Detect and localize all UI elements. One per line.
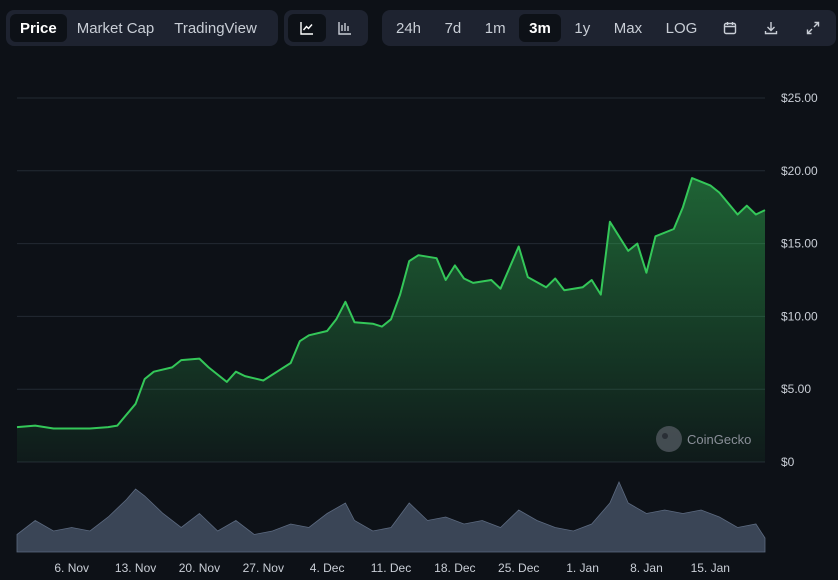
x-tick-label: 13. Nov [115,561,156,575]
fullscreen-button[interactable] [794,14,832,42]
y-tick-label: $25.00 [781,91,818,105]
y-tick-label: $20.00 [781,164,818,178]
y-tick-label: $15.00 [781,237,818,251]
tab-tradingview[interactable]: TradingView [174,19,257,37]
line-chart-icon [300,22,313,35]
fullscreen-icon [806,21,820,35]
chart-toolbar: Price Market Cap TradingView 24h 7d 1m 3… [6,10,836,46]
download-button[interactable] [752,14,790,42]
x-tick-label: 8. Jan [630,561,663,575]
x-tick-label: 4. Dec [310,561,345,575]
range-7d[interactable]: 7d [444,19,462,37]
range-max[interactable]: Max [613,19,643,37]
download-icon [765,22,778,35]
time-range-selector: 24h 7d 1m 3m 1y Max LOG [382,10,836,46]
range-1y[interactable]: 1y [574,19,591,37]
calendar-icon [723,22,737,35]
x-tick-label: 18. Dec [434,561,475,575]
x-tick-label: 11. Dec [371,561,411,575]
tab-market-cap[interactable]: Market Cap [76,19,155,37]
x-tick-label: 20. Nov [179,561,220,575]
x-tick-label: 25. Dec [498,561,539,575]
calendar-button[interactable] [711,14,749,42]
y-tick-label: $5.00 [781,382,811,396]
chart-style-toggle [284,10,368,46]
x-tick-label: 15. Jan [691,561,730,575]
x-axis: 6. Nov 13. Nov 20. Nov 27. Nov 4. Dec 11. Dec… [54,561,730,575]
y-tick-label: $10.00 [781,309,818,323]
x-tick-label: 6. Nov [54,561,89,575]
range-24h[interactable]: 24h [396,19,422,37]
watermark-text: CoinGecko [687,432,751,447]
coingecko-logo-eye [662,433,668,439]
tab-price[interactable]: Price [10,14,67,42]
range-3m[interactable]: 3m [519,14,561,42]
candlestick-chart-icon [338,22,351,35]
line-chart-button[interactable] [288,14,326,42]
coingecko-watermark: CoinGecko [656,426,751,452]
range-1m[interactable]: 1m [484,19,506,37]
coingecko-logo-icon [656,426,682,452]
price-series-line [16,177,766,430]
x-tick-label: 27. Nov [243,561,284,575]
candlestick-chart-button[interactable] [326,14,364,42]
volume-area [16,480,766,553]
x-tick-label: 1. Jan [566,561,599,575]
y-axis: $25.00 $20.00 $15.00 $10.00 $5.00 $0 [781,91,818,469]
y-tick-label: $0 [781,455,795,469]
chart-type-tabs: Price Market Cap TradingView [6,10,278,46]
log-scale-toggle[interactable]: LOG [665,19,698,37]
